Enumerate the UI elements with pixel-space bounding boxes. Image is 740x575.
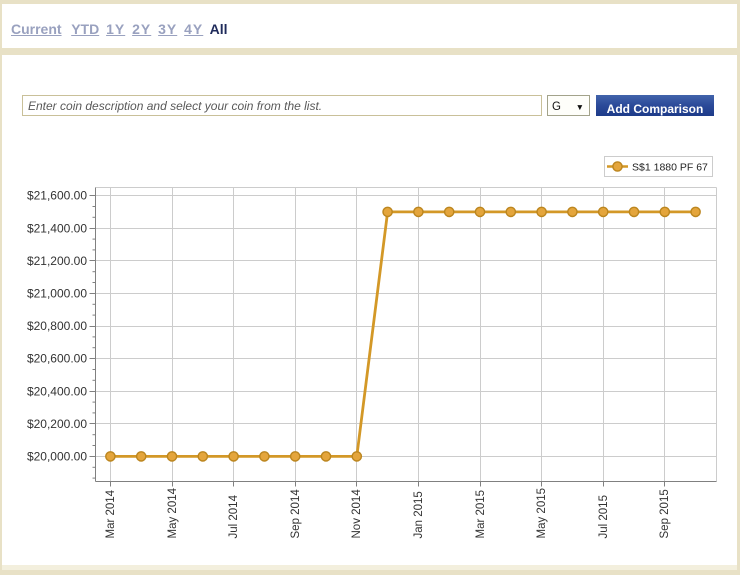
svg-text:Sep 2015: Sep 2015 — [659, 489, 671, 538]
svg-text:$20,600.00: $20,600.00 — [27, 352, 87, 366]
svg-text:$20,000.00: $20,000.00 — [27, 450, 87, 464]
svg-text:May 2014: May 2014 — [167, 487, 179, 538]
svg-text:$21,000.00: $21,000.00 — [27, 287, 87, 301]
svg-text:Nov 2014: Nov 2014 — [351, 489, 363, 539]
svg-text:$21,600.00: $21,600.00 — [27, 189, 87, 203]
svg-text:$21,400.00: $21,400.00 — [27, 221, 87, 235]
svg-text:Jul 2014: Jul 2014 — [228, 494, 240, 538]
svg-text:$20,200.00: $20,200.00 — [27, 417, 87, 431]
svg-text:May 2015: May 2015 — [536, 488, 548, 539]
svg-text:$21,200.00: $21,200.00 — [27, 254, 87, 268]
svg-text:Jan 2015: Jan 2015 — [413, 491, 425, 538]
svg-text:Sep 2014: Sep 2014 — [290, 489, 302, 539]
svg-text:Jul 2015: Jul 2015 — [598, 495, 610, 538]
svg-text:$20,400.00: $20,400.00 — [27, 384, 87, 398]
svg-text:Mar 2015: Mar 2015 — [475, 490, 487, 539]
svg-text:$20,800.00: $20,800.00 — [27, 319, 87, 333]
svg-text:S$1 1880 PF 67: S$1 1880 PF 67 — [632, 161, 708, 173]
svg-text:Mar 2014: Mar 2014 — [105, 489, 117, 538]
